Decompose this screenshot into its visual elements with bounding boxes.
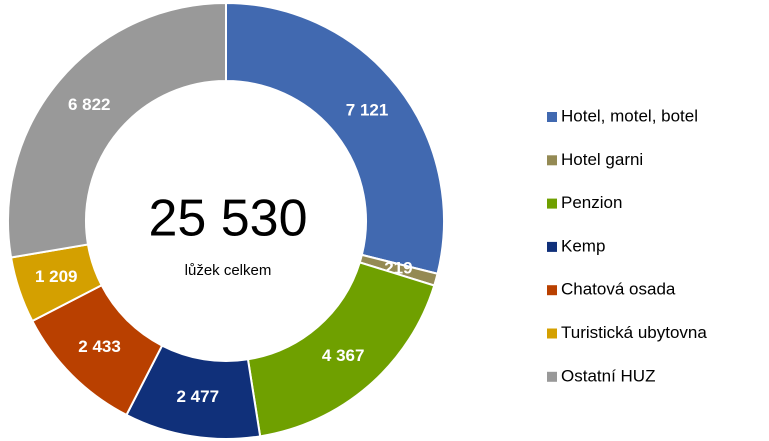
legend-swatch (547, 371, 557, 382)
center-label: lůžek celkem (185, 262, 272, 279)
legend-swatch (547, 241, 557, 252)
value-label: 2 433 (78, 337, 121, 356)
legend-label: Penzion (561, 193, 622, 212)
donut-slice (7, 1, 227, 259)
value-label: 1 209 (35, 267, 78, 286)
legend-label: Chatová osada (561, 280, 676, 299)
value-label: 4 367 (322, 346, 365, 365)
legend-label: Hotel, motel, botel (561, 106, 698, 125)
legend-label: Ostatní HUZ (561, 366, 655, 385)
legend-swatch (547, 198, 557, 209)
donut-slice (225, 1, 445, 275)
legend-swatch (547, 155, 557, 166)
legend-swatch (547, 285, 557, 296)
legend-swatch (547, 328, 557, 339)
legend-label: Kemp (561, 236, 605, 255)
center-value: 25 530 (148, 190, 307, 248)
legend-label: Turistická ubytovna (561, 323, 707, 342)
legend-swatch (547, 112, 557, 122)
value-label: 2 477 (176, 387, 219, 406)
value-label: 6 822 (68, 95, 111, 114)
legend-label: Hotel garni (561, 150, 643, 169)
value-label: 7 121 (346, 100, 389, 119)
